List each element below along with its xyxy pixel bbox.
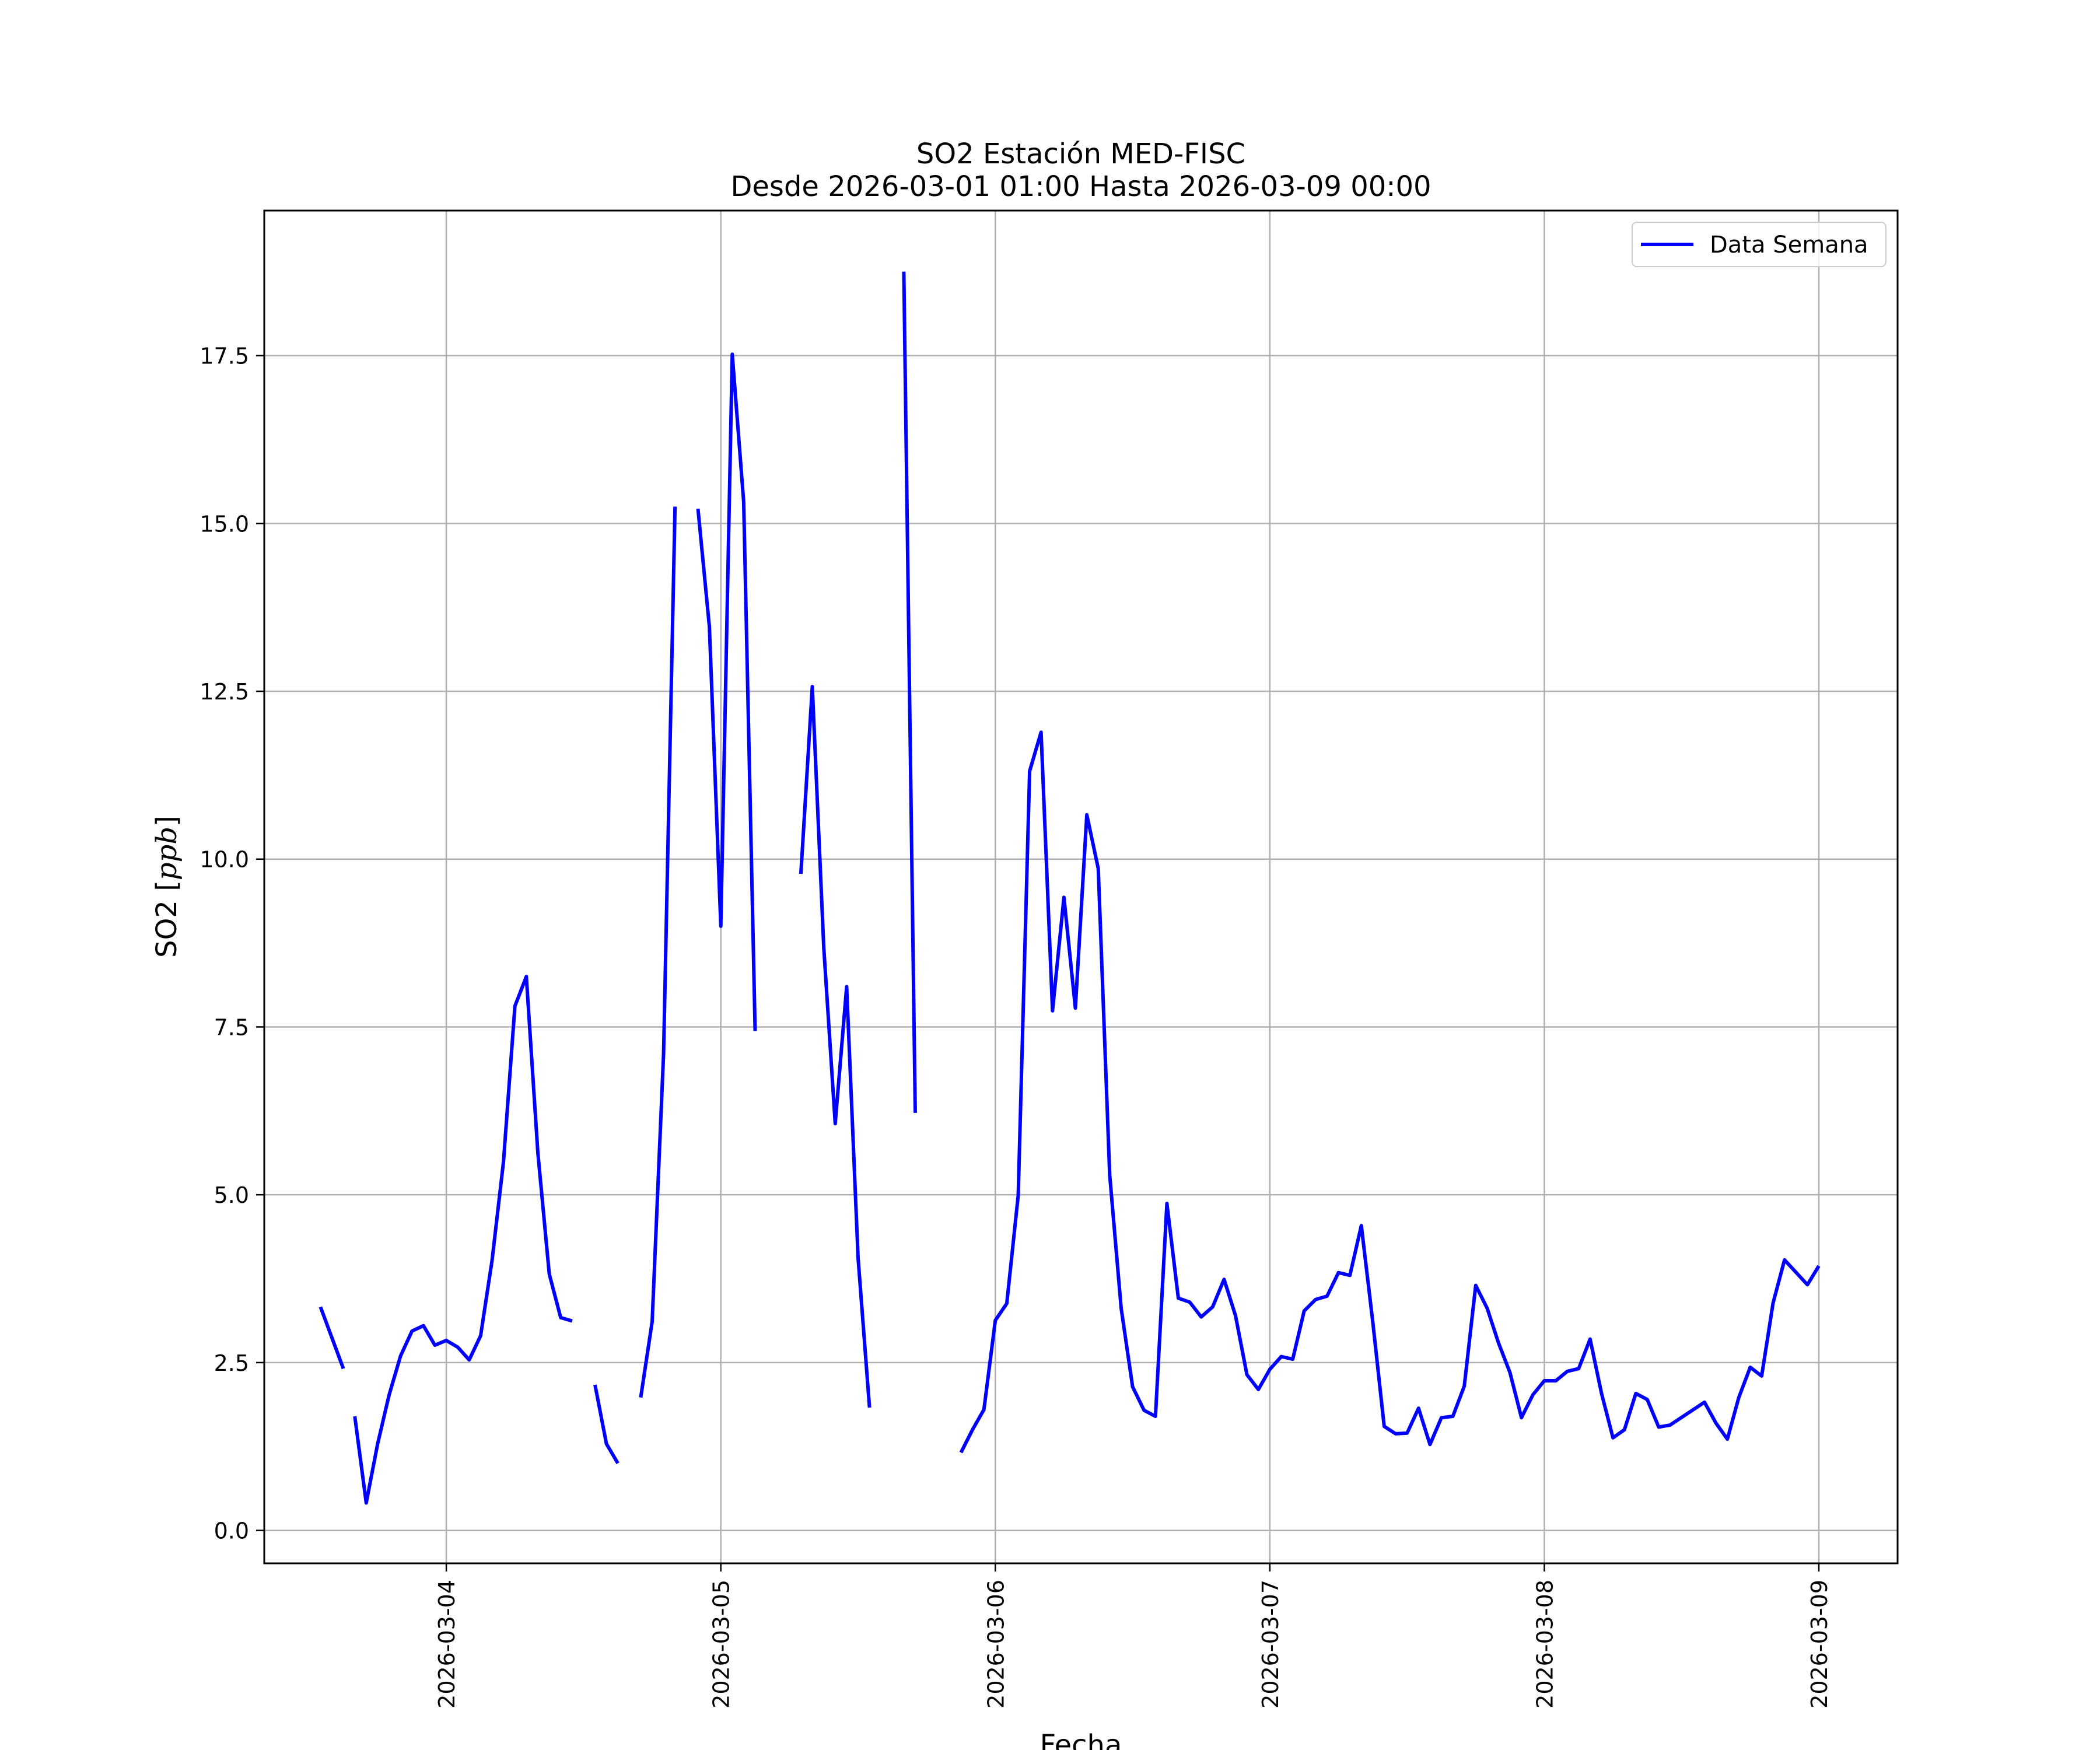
y-axis-label: SO2 [ppb] (150, 816, 183, 958)
x-tick-label: 2026-03-08 (1532, 1580, 1558, 1709)
y-tick-label: 5.0 (214, 1182, 249, 1208)
y-tick-label: 7.5 (214, 1014, 249, 1040)
series-line-segment (639, 506, 677, 1398)
legend-box (1632, 222, 1887, 267)
chart-title: SO2 Estación MED-FISC (916, 138, 1245, 170)
x-axis-ticks: 2026-03-04 2026-03-05 2026-03-06 2026-03-07… (434, 1563, 1832, 1709)
series-line-segment (696, 352, 757, 1031)
y-tick-label: 2.5 (214, 1350, 249, 1376)
x-tick-label: 2026-03-04 (434, 1580, 460, 1709)
x-tick-label: 2026-03-07 (1258, 1580, 1283, 1709)
y-axis-label-prefix: SO2 [ (150, 880, 183, 958)
y-tick-label: 17.5 (200, 344, 249, 369)
y-tick-label: 12.5 (200, 679, 249, 705)
grid-lines (264, 211, 1898, 1563)
y-tick-label: 15.0 (200, 511, 249, 537)
y-tick-label: 10.0 (200, 847, 249, 873)
y-tick-label: 0.0 (214, 1518, 249, 1544)
series-line-segment (318, 1306, 345, 1370)
x-tick-label: 2026-03-06 (983, 1580, 1009, 1709)
y-axis-label-unit: ppb (150, 827, 183, 880)
x-tick-label: 2026-03-09 (1807, 1580, 1832, 1709)
x-tick-label: 2026-03-05 (709, 1580, 734, 1709)
legend-label-data-semana: Data Semana (1710, 232, 1868, 258)
y-axis-ticks: 0.0 2.5 5.0 7.5 10.0 12.5 15.0 17.5 (200, 344, 264, 1544)
series-lines (318, 271, 1821, 1505)
plot-frame (263, 209, 1899, 1564)
series-line-segment (902, 271, 917, 1113)
x-axis-label: Fecha (1040, 1729, 1122, 1750)
y-axis-label-suffix: ] (150, 816, 183, 827)
legend: Data Semana (1632, 222, 1887, 267)
series-line-segment (959, 730, 1821, 1454)
series-line-segment (593, 1384, 620, 1465)
series-line-segment (353, 975, 573, 1505)
series-line-segment (799, 685, 872, 1408)
chart-subtitle: Desde 2026-03-01 01:00 Hasta 2026-03-09 … (730, 170, 1431, 203)
